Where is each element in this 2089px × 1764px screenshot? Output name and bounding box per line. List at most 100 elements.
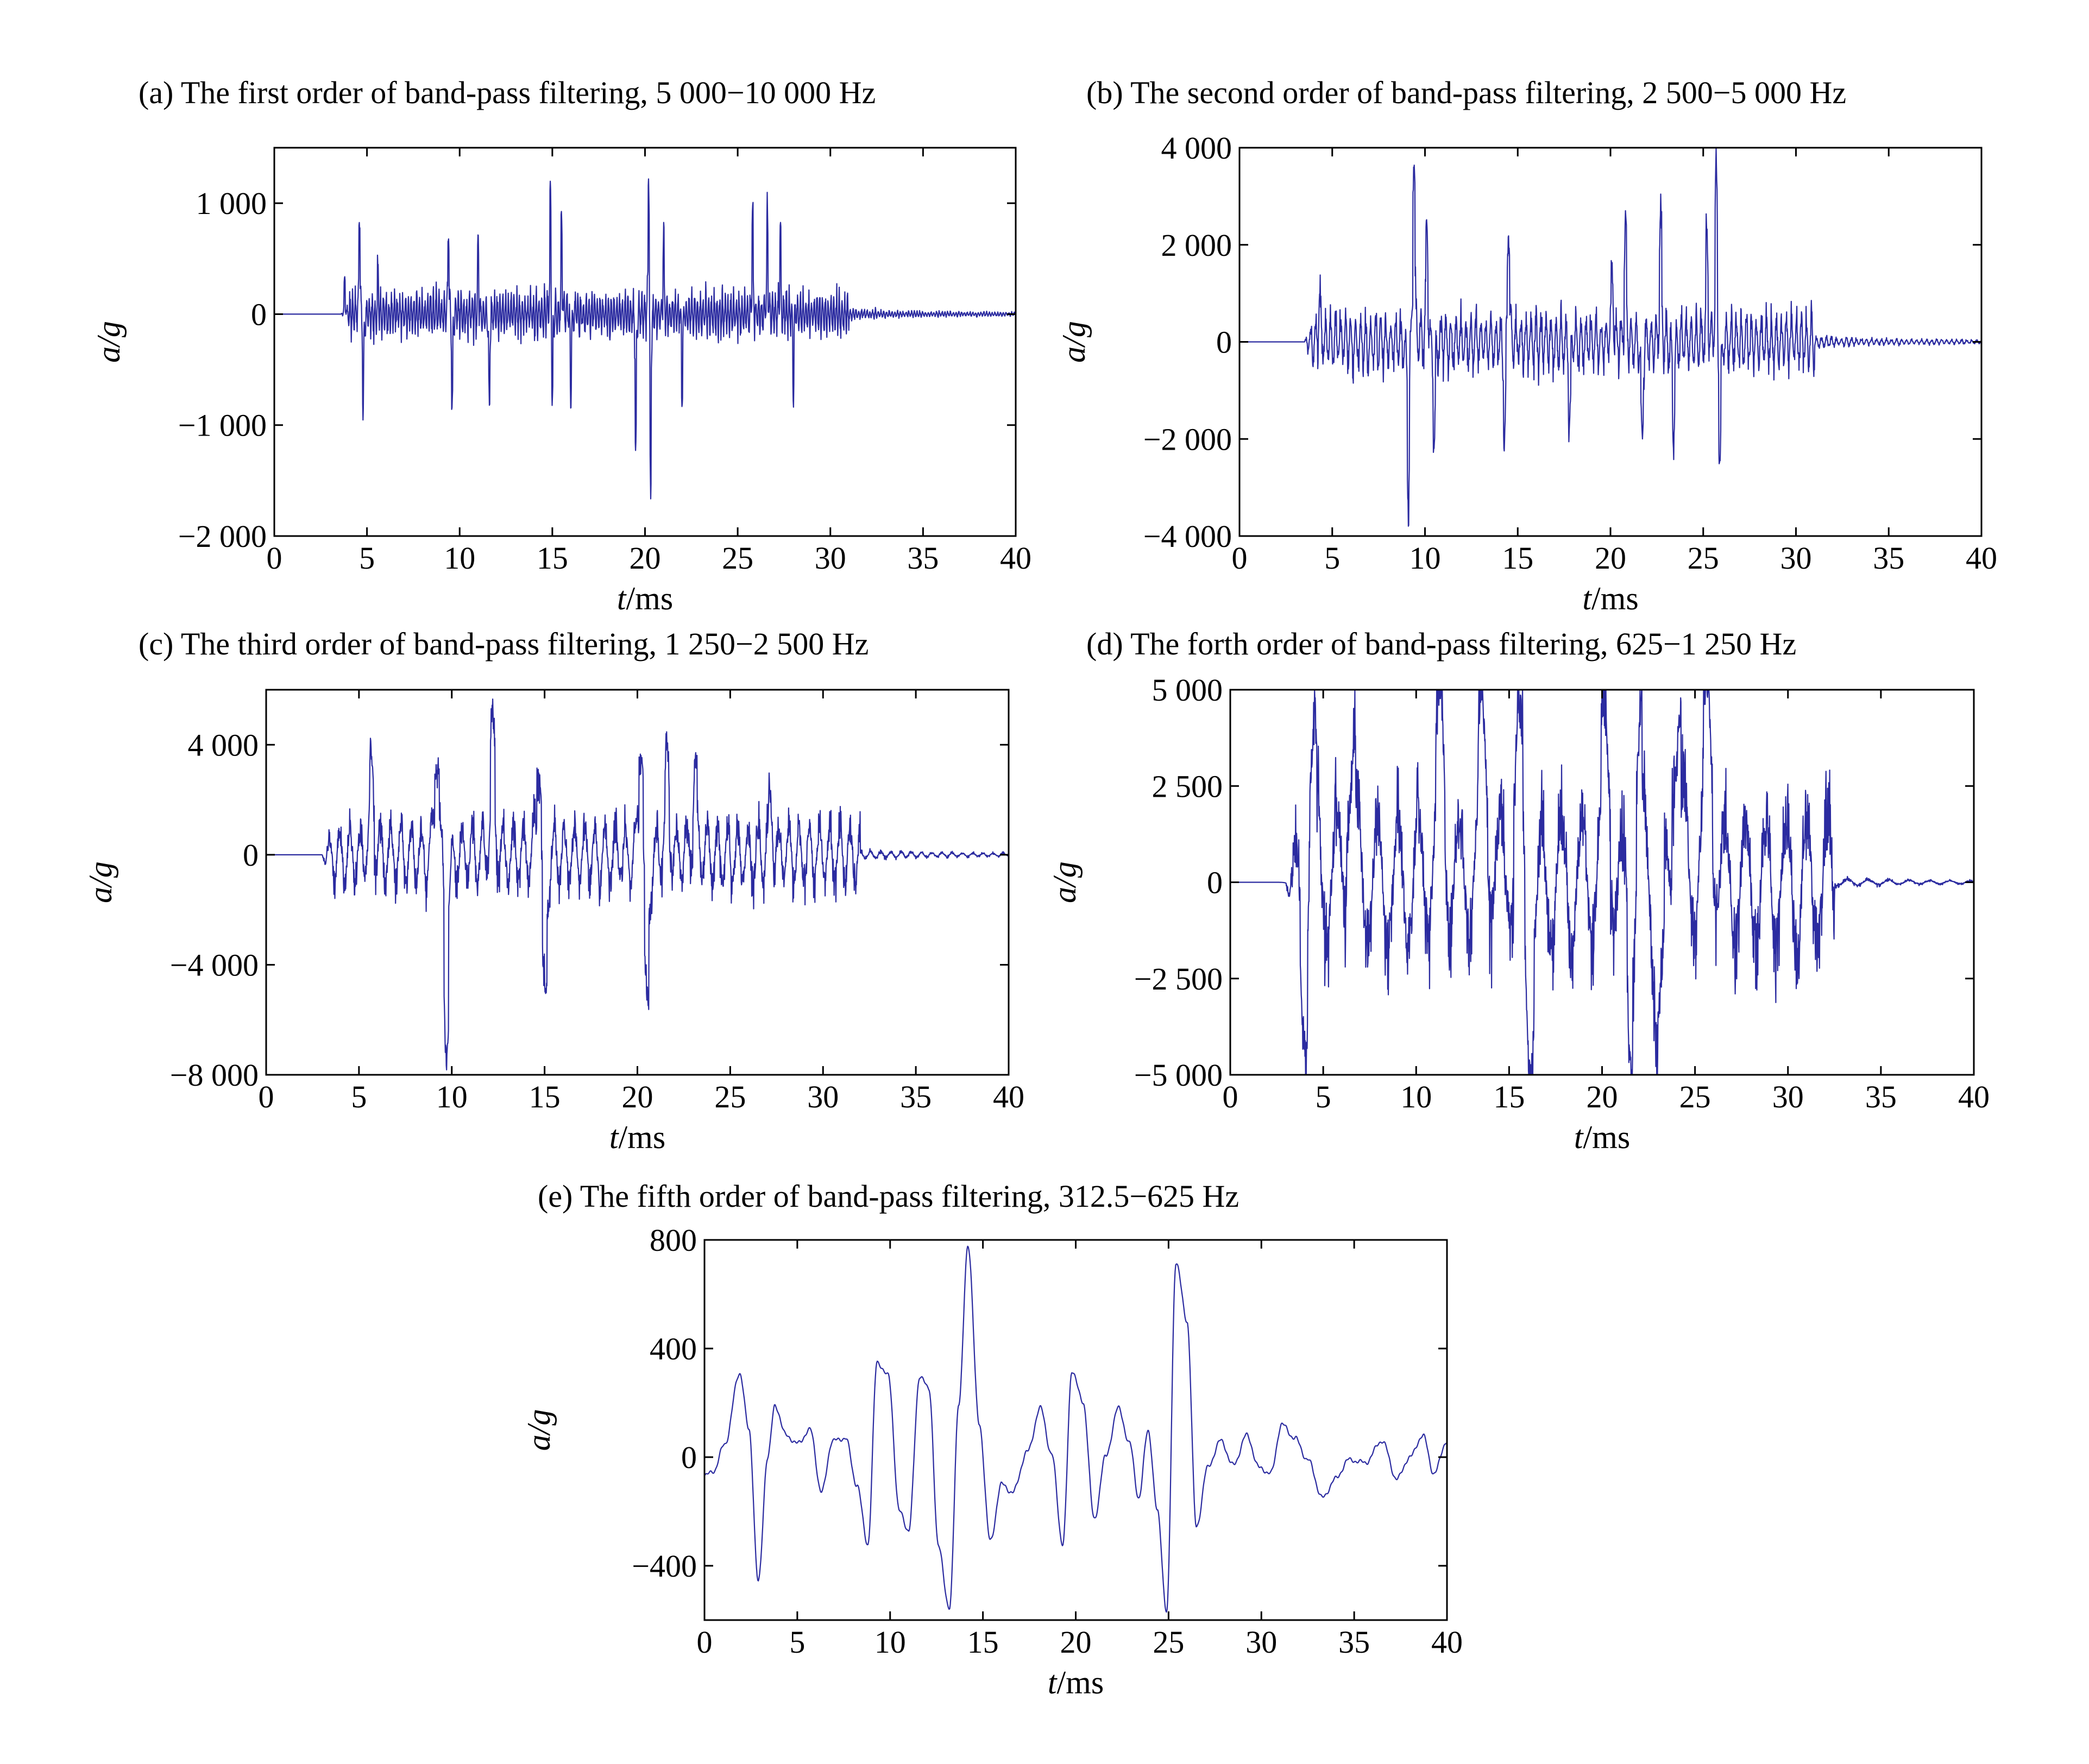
series-line-a — [274, 178, 1017, 500]
y-tick-label: −4 000 — [170, 947, 259, 982]
x-tick-label: 40 — [1431, 1624, 1463, 1660]
y-tick-label: 4 000 — [188, 727, 259, 763]
y-tick-label: 4 000 — [1161, 130, 1232, 166]
plot-frame-c — [265, 689, 1010, 1076]
chart-panel-b: (b) The second order of band-pass filter… — [1056, 75, 1997, 616]
x-tick-label: 25 — [1679, 1079, 1711, 1114]
x-tick-label: 35 — [1338, 1624, 1370, 1660]
series-line-c — [266, 698, 1009, 1070]
x-tick-label: 25 — [722, 540, 753, 576]
x-tick-label: 35 — [900, 1079, 932, 1114]
x-tick-label: 20 — [622, 1079, 653, 1114]
x-tick-label: 15 — [529, 1079, 561, 1114]
chart-title-a: (a) The first order of band-pass filteri… — [139, 75, 876, 110]
chart-title-b: (b) The second order of band-pass filter… — [1086, 75, 1846, 110]
x-tick-label: 15 — [537, 540, 568, 576]
x-axis-label-var: t — [1574, 1119, 1584, 1155]
x-tick-label: 20 — [1595, 540, 1626, 576]
x-tick-label: 0 — [1223, 1079, 1238, 1114]
x-tick-label: 10 — [1400, 1079, 1432, 1114]
x-tick-label: 20 — [630, 540, 661, 576]
chart-panel-a: (a) The first order of band-pass filteri… — [91, 75, 1031, 616]
x-axis-label-b: t/ms — [1582, 581, 1638, 616]
y-tick-label: −2 500 — [1134, 961, 1223, 997]
x-tick-label: 40 — [1000, 540, 1031, 576]
x-tick-label: 0 — [697, 1624, 713, 1660]
x-tick-label: 30 — [1772, 1079, 1804, 1114]
x-tick-label: 30 — [807, 1079, 839, 1114]
x-tick-label: 10 — [874, 1624, 906, 1660]
series-line-b — [1239, 147, 1983, 527]
chart-panel-e: (e) The fifth order of band-pass filteri… — [521, 1179, 1463, 1700]
x-tick-label: 30 — [1780, 540, 1812, 576]
x-axis-label-var: t — [617, 581, 627, 616]
y-axis-label-d: a/g — [1047, 861, 1083, 903]
y-tick-label: 0 — [681, 1440, 697, 1475]
x-tick-label: 35 — [1873, 540, 1904, 576]
y-tick-label: −4 000 — [1143, 519, 1232, 554]
x-tick-label: 40 — [1966, 540, 1997, 576]
x-tick-label: 40 — [993, 1079, 1024, 1114]
x-axis-label-c: t/ms — [609, 1119, 665, 1155]
x-axis-label-e: t/ms — [1048, 1665, 1104, 1700]
y-tick-label: −2 000 — [178, 519, 267, 554]
x-tick-label: 10 — [444, 540, 475, 576]
y-tick-label: 800 — [650, 1223, 697, 1258]
x-tick-label: 25 — [1688, 540, 1719, 576]
x-tick-label: 5 — [359, 540, 375, 576]
x-tick-label: 35 — [907, 540, 939, 576]
x-tick-label: 15 — [1502, 540, 1533, 576]
y-tick-label: 5 000 — [1152, 672, 1223, 708]
y-tick-label: 2 000 — [1161, 228, 1232, 263]
chart-title-d: (d) The forth order of band-pass filteri… — [1086, 626, 1796, 662]
x-tick-label: 25 — [1153, 1624, 1184, 1660]
x-tick-label: 5 — [351, 1079, 367, 1114]
series-line-e — [704, 1245, 1448, 1613]
plot-frame-e — [703, 1239, 1448, 1621]
x-axis-label-var: t — [1048, 1665, 1058, 1700]
x-tick-label: 30 — [1245, 1624, 1277, 1660]
y-axis-label-c: a/g — [83, 861, 118, 903]
x-tick-label: 30 — [815, 540, 846, 576]
series-line-d — [1230, 689, 1974, 1076]
y-axis-label-b: a/g — [1056, 321, 1092, 363]
y-tick-label: 0 — [1216, 325, 1232, 360]
x-axis-label-var: t — [1582, 581, 1592, 616]
x-tick-label: 40 — [1958, 1079, 1990, 1114]
y-tick-label: 400 — [650, 1331, 697, 1366]
y-axis-label-e: a/g — [521, 1409, 557, 1451]
x-tick-label: 10 — [1410, 540, 1441, 576]
x-axis-label-var: t — [609, 1119, 619, 1155]
y-tick-label: 0 — [1207, 865, 1223, 900]
x-axis-label-a: t/ms — [617, 581, 673, 616]
x-tick-label: 15 — [1493, 1079, 1525, 1114]
plot-frame-a — [273, 147, 1017, 537]
x-axis-label-unit: /ms — [1591, 581, 1639, 616]
x-axis-label-d: t/ms — [1574, 1119, 1630, 1155]
y-tick-label: 0 — [243, 837, 259, 873]
x-tick-label: 25 — [714, 1079, 746, 1114]
chart-panel-d: (d) The forth order of band-pass filteri… — [1047, 626, 1990, 1155]
x-tick-label: 5 — [789, 1624, 805, 1660]
y-axis-label-a: a/g — [91, 321, 127, 363]
x-axis-label-unit: /ms — [1056, 1665, 1104, 1700]
chart-title-c: (c) The third order of band-pass filteri… — [139, 626, 869, 662]
y-tick-label: 2 500 — [1152, 768, 1223, 804]
chart-title-e: (e) The fifth order of band-pass filteri… — [538, 1179, 1239, 1214]
y-tick-label: 1 000 — [196, 186, 267, 221]
x-tick-label: 15 — [967, 1624, 999, 1660]
x-tick-label: 5 — [1324, 540, 1340, 576]
x-tick-label: 0 — [267, 540, 282, 576]
x-axis-label-unit: /ms — [1583, 1119, 1630, 1155]
y-tick-label: −2 000 — [1143, 421, 1232, 457]
y-tick-label: 0 — [251, 297, 267, 332]
x-tick-label: 0 — [259, 1079, 274, 1114]
x-tick-label: 20 — [1587, 1079, 1618, 1114]
x-tick-label: 0 — [1232, 540, 1248, 576]
x-tick-label: 10 — [436, 1079, 468, 1114]
x-tick-label: 20 — [1060, 1624, 1092, 1660]
y-tick-label: −1 000 — [178, 408, 267, 443]
y-tick-label: −8 000 — [170, 1057, 259, 1093]
y-tick-label: −5 000 — [1134, 1057, 1223, 1093]
